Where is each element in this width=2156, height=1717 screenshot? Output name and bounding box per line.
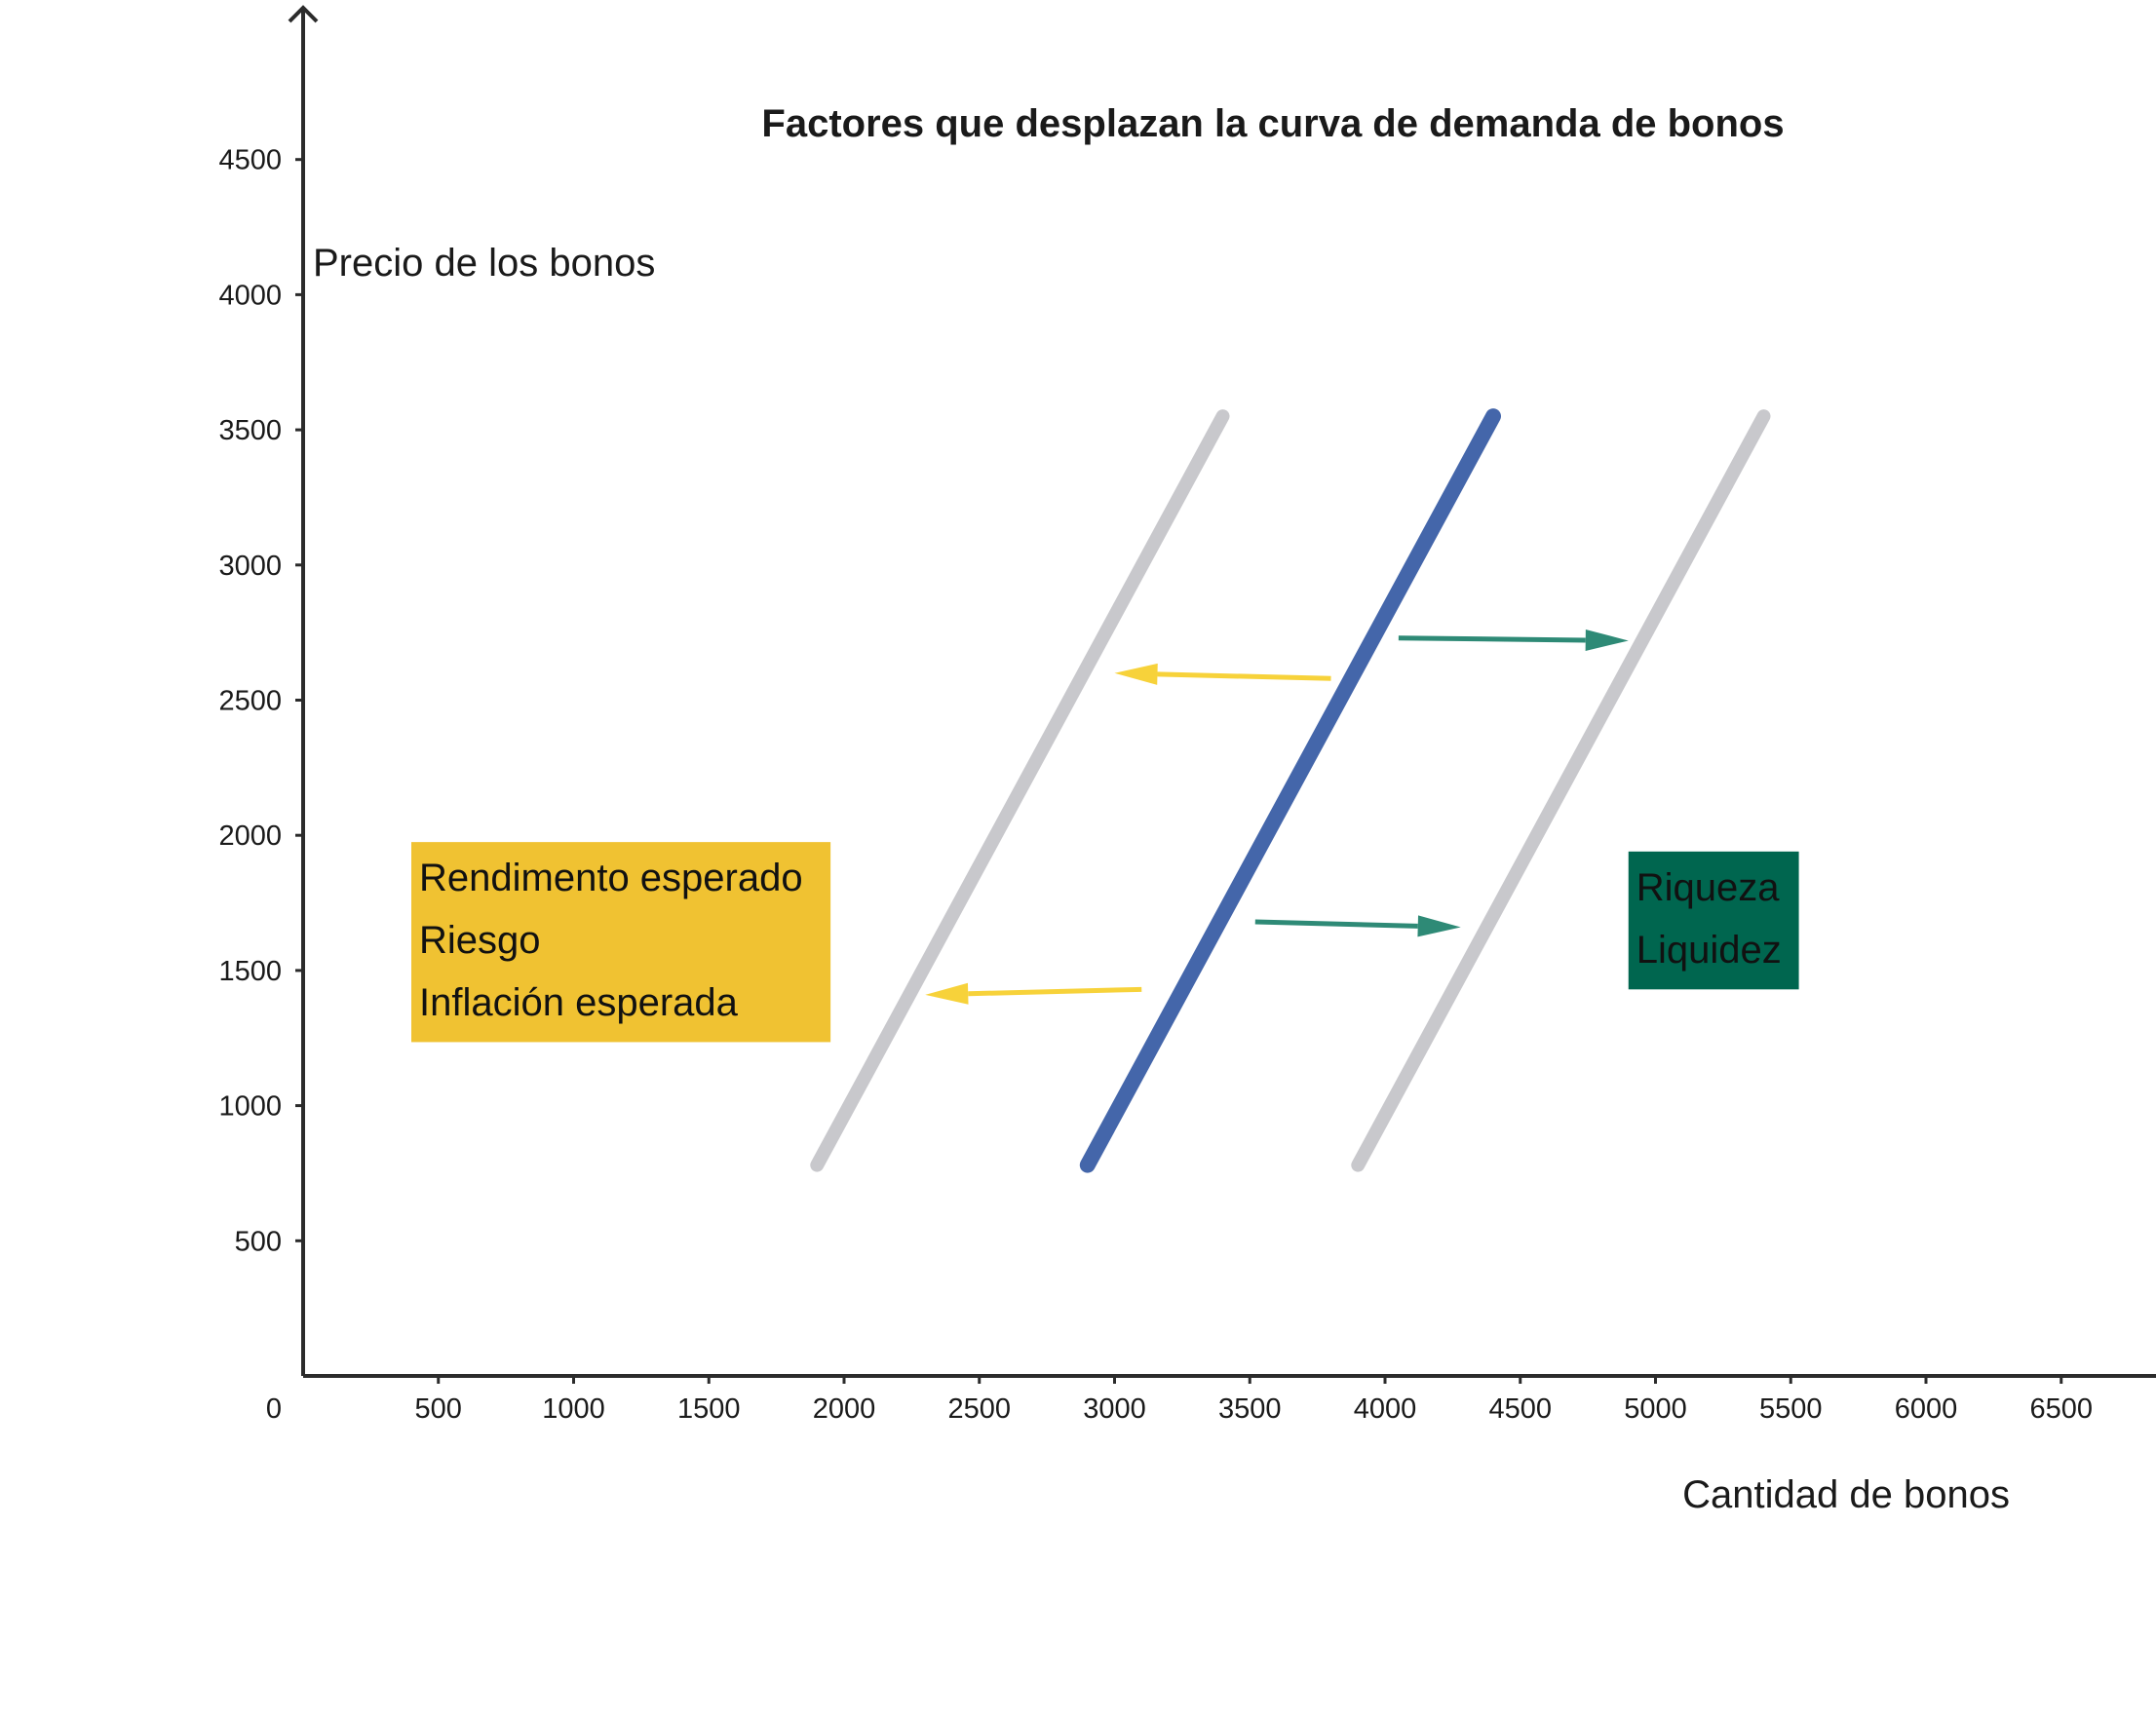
x-tick-label: 6500 bbox=[2029, 1393, 2093, 1425]
chart-title: Factores que desplazan la curva de deman… bbox=[761, 102, 1784, 145]
shift-arrow bbox=[925, 982, 1142, 1005]
y-axis-arrowhead bbox=[288, 5, 319, 23]
demand-curve-right-shift bbox=[1351, 409, 1771, 1172]
x-tick-label: 0 bbox=[266, 1393, 282, 1425]
box-decrease-factors: Rendimento esperado Riesgo Inflación esper… bbox=[411, 842, 831, 1043]
x-tick-label: 6000 bbox=[1895, 1393, 1958, 1425]
demand-curve-original bbox=[1079, 408, 1501, 1173]
y-axis-ticks: 500 1000 1500 2000 2500 3000 3500 4000 4500 bbox=[218, 145, 303, 1257]
box-text-line: Inflación esperada bbox=[419, 981, 739, 1024]
x-tick-label: 500 bbox=[415, 1393, 462, 1425]
factor-boxes: Rendimento esperado Riesgo Inflación esper… bbox=[411, 842, 1799, 1043]
x-tick-label: 1000 bbox=[542, 1393, 605, 1425]
x-tick-label: 2000 bbox=[813, 1393, 876, 1425]
demand-curves bbox=[810, 408, 1771, 1173]
x-axis-ticks: 0 500 1000 1500 2000 2500 3000 3500 4000 4500 5000… bbox=[266, 1376, 2093, 1425]
demand-curve-left-shift bbox=[810, 409, 1230, 1172]
box-background bbox=[1628, 851, 1799, 990]
y-tick-label: 3000 bbox=[218, 551, 282, 582]
x-tick-label: 2500 bbox=[947, 1393, 1011, 1425]
box-text-line: Riqueza bbox=[1636, 866, 1781, 909]
shift-arrow-head bbox=[1417, 915, 1461, 937]
y-tick-label: 4500 bbox=[218, 145, 282, 176]
y-tick-label: 4000 bbox=[218, 280, 282, 311]
shift-arrow bbox=[1254, 915, 1461, 937]
y-tick-label: 1500 bbox=[218, 956, 282, 987]
shift-arrow-shaft bbox=[1254, 919, 1418, 929]
x-axis-label: Cantidad de bonos bbox=[1682, 1473, 2010, 1516]
box-text-line: Rendimento esperado bbox=[419, 857, 803, 899]
shift-arrow-head bbox=[1585, 629, 1629, 651]
x-tick-label: 3500 bbox=[1218, 1393, 1282, 1425]
box-increase-factors: Riqueza Liquidez bbox=[1628, 851, 1799, 990]
shift-arrow bbox=[1398, 629, 1629, 651]
x-tick-label: 3000 bbox=[1083, 1393, 1146, 1425]
shift-arrow-head bbox=[925, 982, 969, 1005]
y-tick-label: 2500 bbox=[218, 686, 282, 717]
x-tick-label: 5000 bbox=[1624, 1393, 1687, 1425]
box-text-line: Liquidez bbox=[1636, 929, 1782, 972]
shift-arrow-head bbox=[1114, 663, 1158, 685]
y-tick-label: 2000 bbox=[218, 820, 282, 852]
axes bbox=[288, 5, 2156, 1378]
y-tick-label: 3500 bbox=[218, 415, 282, 446]
x-tick-label: 4000 bbox=[1354, 1393, 1417, 1425]
box-background bbox=[411, 842, 831, 1043]
shift-arrow-shaft bbox=[968, 986, 1142, 997]
y-tick-label: 1000 bbox=[218, 1091, 282, 1123]
y-tick-label: 500 bbox=[235, 1226, 282, 1257]
shift-arrow-shaft bbox=[1157, 671, 1331, 681]
y-axis-label: Precio de los bonos bbox=[313, 242, 655, 285]
x-tick-label: 4500 bbox=[1488, 1393, 1552, 1425]
shift-arrow-shaft bbox=[1398, 635, 1586, 643]
shift-arrows bbox=[925, 629, 1629, 1005]
shift-arrow bbox=[1114, 663, 1331, 685]
x-tick-label: 1500 bbox=[677, 1393, 741, 1425]
x-tick-label: 5500 bbox=[1759, 1393, 1823, 1425]
box-text-line: Riesgo bbox=[419, 919, 541, 962]
